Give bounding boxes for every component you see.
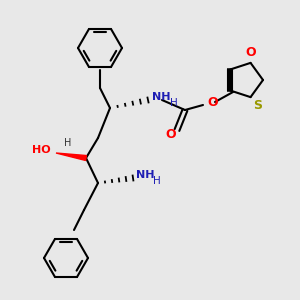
Text: H: H xyxy=(153,176,161,186)
Text: H: H xyxy=(170,98,178,108)
Text: S: S xyxy=(254,99,262,112)
Text: O: O xyxy=(207,95,217,109)
Text: O: O xyxy=(245,46,256,59)
Text: H: H xyxy=(64,138,72,148)
Text: O: O xyxy=(166,128,176,141)
Text: NH: NH xyxy=(136,170,154,180)
Text: NH: NH xyxy=(152,92,170,102)
Text: HO: HO xyxy=(32,145,51,155)
Polygon shape xyxy=(56,153,86,160)
